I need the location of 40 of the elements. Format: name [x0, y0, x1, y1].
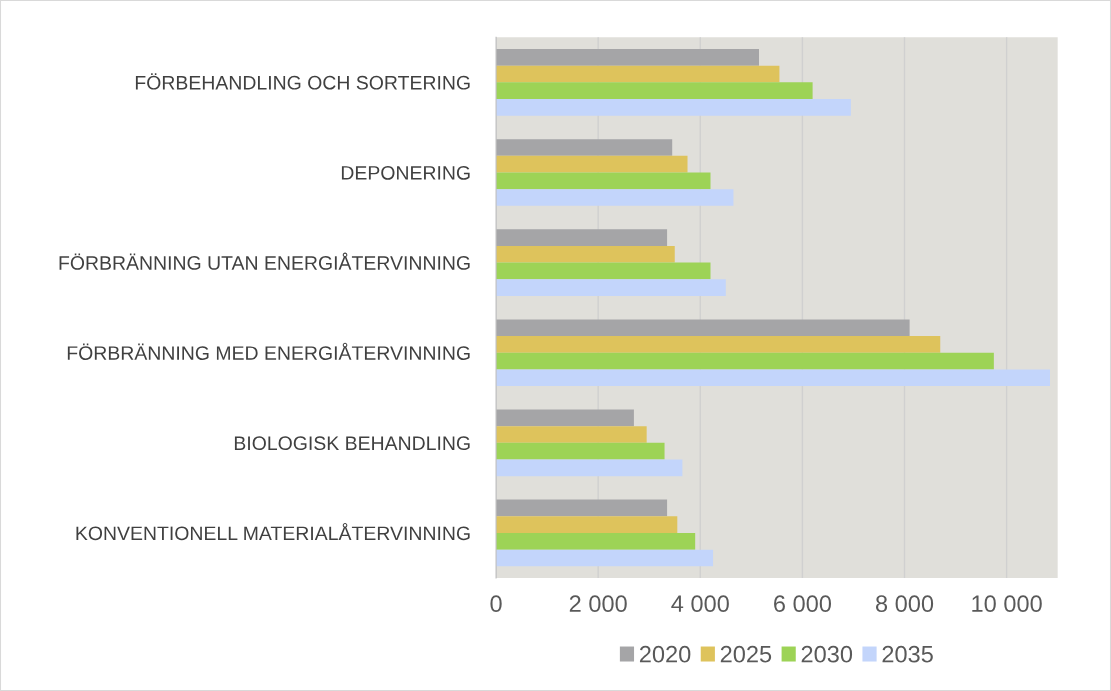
- legend-label: 2025: [720, 645, 772, 663]
- bar: [496, 369, 1051, 387]
- x-tick-label: 8 000: [875, 595, 934, 613]
- bar: [496, 65, 780, 83]
- bar: [496, 442, 665, 460]
- y-tick-label: BIOLOGISK BEHANDLING: [234, 436, 470, 451]
- bar: [496, 245, 675, 263]
- bar: [496, 172, 711, 190]
- bar: [496, 426, 647, 443]
- bar: [496, 279, 726, 296]
- bar: [496, 82, 813, 100]
- bar: [496, 336, 941, 353]
- bar: [496, 229, 668, 246]
- x-tick-label: 10 000: [972, 595, 1042, 613]
- y-tick-label: FÖRBEHANDLING OCH SORTERING: [135, 73, 470, 90]
- y-tick-label: FÖRBRÄNNING UTAN ENERGIÅTERVINNING: [59, 252, 470, 270]
- x-tick-label: 0: [490, 595, 502, 613]
- x-tick-label: 2 000: [569, 595, 627, 613]
- bar: [496, 409, 634, 427]
- x-tick-label: 6 000: [774, 595, 832, 613]
- bar: [496, 549, 714, 567]
- bar: [496, 49, 759, 66]
- bar: [496, 516, 678, 533]
- bar: [496, 99, 851, 116]
- legend-label: 2020: [639, 645, 691, 663]
- bar: [496, 262, 711, 280]
- bar: [496, 499, 668, 517]
- bar: [496, 319, 910, 337]
- legend-label: 2035: [882, 645, 933, 663]
- bar: [496, 155, 688, 173]
- bar: [496, 139, 673, 156]
- legend-label: 2030: [801, 645, 853, 663]
- bar: [496, 459, 683, 477]
- x-tick-label: 4 000: [671, 595, 729, 613]
- y-tick-label: KONVENTIONELL MATERIALÅTERVINNING: [76, 522, 470, 541]
- bar: [496, 189, 734, 206]
- bar: [496, 532, 696, 550]
- bar: [496, 352, 994, 370]
- y-tick-label: DEPONERING: [341, 165, 470, 180]
- y-tick-label: FÖRBRÄNNING MED ENERGIÅTERVINNING: [67, 342, 470, 360]
